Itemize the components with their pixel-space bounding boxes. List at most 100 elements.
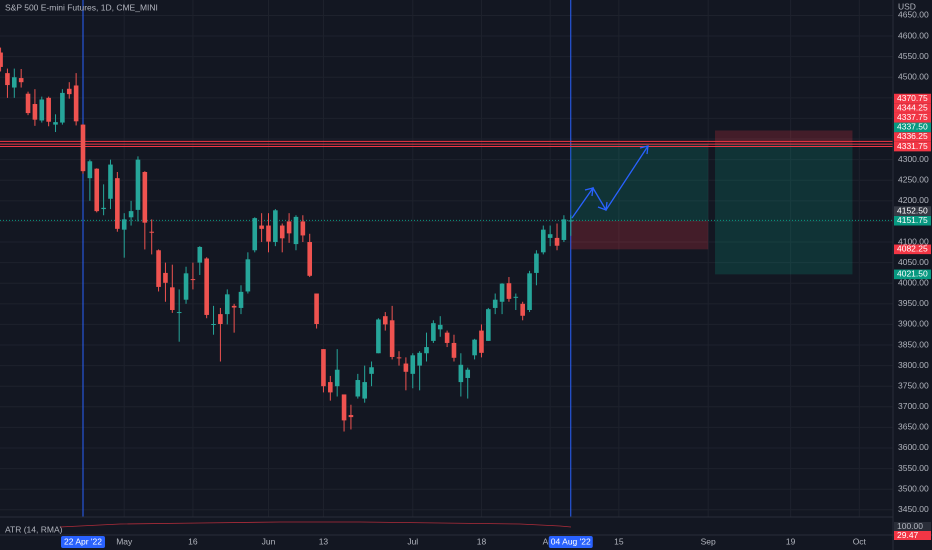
candle-body xyxy=(314,293,319,325)
axis-layer: 3450.00 3500.00 3550.00 3600.00 3650.00 3700.… xyxy=(61,10,931,548)
candle-body xyxy=(245,259,251,292)
candle-body xyxy=(472,339,477,356)
candle-body xyxy=(307,242,313,276)
candle-body xyxy=(60,92,65,123)
arrow-head xyxy=(584,187,594,197)
y-tick-label: 3900.00 xyxy=(898,319,929,329)
candle-body xyxy=(197,246,203,263)
atr-title: ATR (14, RMA) xyxy=(5,524,63,534)
candle-body xyxy=(135,159,141,210)
candle-body xyxy=(121,219,127,230)
candle-body xyxy=(46,97,51,122)
profit-zone xyxy=(715,144,853,275)
y-tick-label: 3750.00 xyxy=(898,380,929,390)
candle-body xyxy=(176,312,182,314)
candle-body xyxy=(561,219,567,240)
candle-body xyxy=(238,291,244,308)
candle-body xyxy=(444,332,450,343)
y-tick-label: 4650.00 xyxy=(898,10,929,20)
candle-body xyxy=(540,229,546,253)
candle-body xyxy=(451,342,457,358)
position-layer xyxy=(0,130,893,275)
candle-body xyxy=(25,93,31,114)
candle-body xyxy=(259,225,264,229)
price-label-bg xyxy=(894,132,931,142)
price-label-bg xyxy=(894,269,931,280)
candle-body xyxy=(341,394,347,421)
candle-body xyxy=(437,324,443,330)
profit-zone xyxy=(570,144,709,221)
candle-body xyxy=(211,324,216,326)
candle-body xyxy=(410,355,416,374)
y-tick-label: 4200.00 xyxy=(898,195,929,205)
chart-title: S&P 500 E-mini Futures, 1D, CME_MINI xyxy=(5,2,158,12)
candle-body xyxy=(486,309,491,341)
y-tick-label: 3850.00 xyxy=(898,339,929,349)
candle-body xyxy=(266,225,271,242)
candle-body xyxy=(300,221,306,236)
price-label: 4336.25 xyxy=(897,131,928,141)
candle-body xyxy=(499,283,505,302)
y-tick-label: 3450.00 xyxy=(898,504,929,514)
candle-body xyxy=(149,231,154,233)
candle-body xyxy=(348,415,354,418)
candle-body xyxy=(115,178,120,229)
y-tick-label: 3650.00 xyxy=(898,422,929,432)
candle-body xyxy=(527,273,532,310)
candle-body xyxy=(389,320,395,357)
candle-body xyxy=(293,216,299,245)
candle-body xyxy=(376,319,381,354)
candle-body xyxy=(382,316,388,325)
candle-body xyxy=(218,314,223,325)
y-tick-label: 4100.00 xyxy=(898,236,929,246)
y-tick-label: 4300.00 xyxy=(898,154,929,164)
candle-body xyxy=(128,211,134,218)
x-tick-label: 13 xyxy=(319,536,329,546)
candle-body xyxy=(547,234,553,238)
price-label-bg xyxy=(894,215,931,226)
candle-body xyxy=(32,104,38,120)
y-tick-label: 3550.00 xyxy=(898,463,929,473)
candle-body xyxy=(0,52,3,67)
y-tick-label: 3950.00 xyxy=(898,298,929,308)
price-label: 4337.50 xyxy=(897,122,928,132)
price-label-bg xyxy=(894,103,931,113)
arrow-path xyxy=(571,145,649,219)
y-tick-label: 3600.00 xyxy=(898,442,929,452)
candle-body xyxy=(224,294,230,315)
y-tick-label: 4000.00 xyxy=(898,277,929,287)
x-tick-label: 16 xyxy=(188,536,198,546)
candle-body xyxy=(465,369,471,378)
atr-line xyxy=(59,521,572,528)
price-label: 4337.75 xyxy=(897,112,928,122)
candle-body xyxy=(156,250,161,287)
atr-last-label: 29.47 xyxy=(897,530,919,540)
candle-body xyxy=(458,364,464,383)
candle-body xyxy=(479,330,484,353)
candle-body xyxy=(231,305,237,308)
candle-body xyxy=(66,88,72,95)
x-tick-label: 18 xyxy=(477,536,487,546)
candle-body xyxy=(492,299,498,308)
x-label-highlight xyxy=(61,536,105,548)
currency: USD xyxy=(898,1,916,11)
candle-body xyxy=(520,303,525,316)
candle-body xyxy=(94,168,100,212)
price-label: 4082.25 xyxy=(897,244,928,254)
y-tick-label: 4250.00 xyxy=(898,174,929,184)
candle-body xyxy=(101,207,106,210)
candle-body xyxy=(362,382,367,399)
atr-tick-bg xyxy=(894,522,931,531)
candle-body xyxy=(73,85,79,122)
y-tick-label: 4500.00 xyxy=(898,71,929,81)
candle-body xyxy=(273,210,278,243)
x-tick-label: 04 Aug '22 xyxy=(551,536,591,546)
candle-body xyxy=(18,78,24,83)
candle-body xyxy=(252,218,258,251)
x-tick-label: 15 xyxy=(614,536,624,546)
candle-body xyxy=(142,171,148,223)
y-tick-label: 4550.00 xyxy=(898,51,929,61)
candle-body xyxy=(183,273,189,300)
price-label-bg xyxy=(894,122,931,133)
